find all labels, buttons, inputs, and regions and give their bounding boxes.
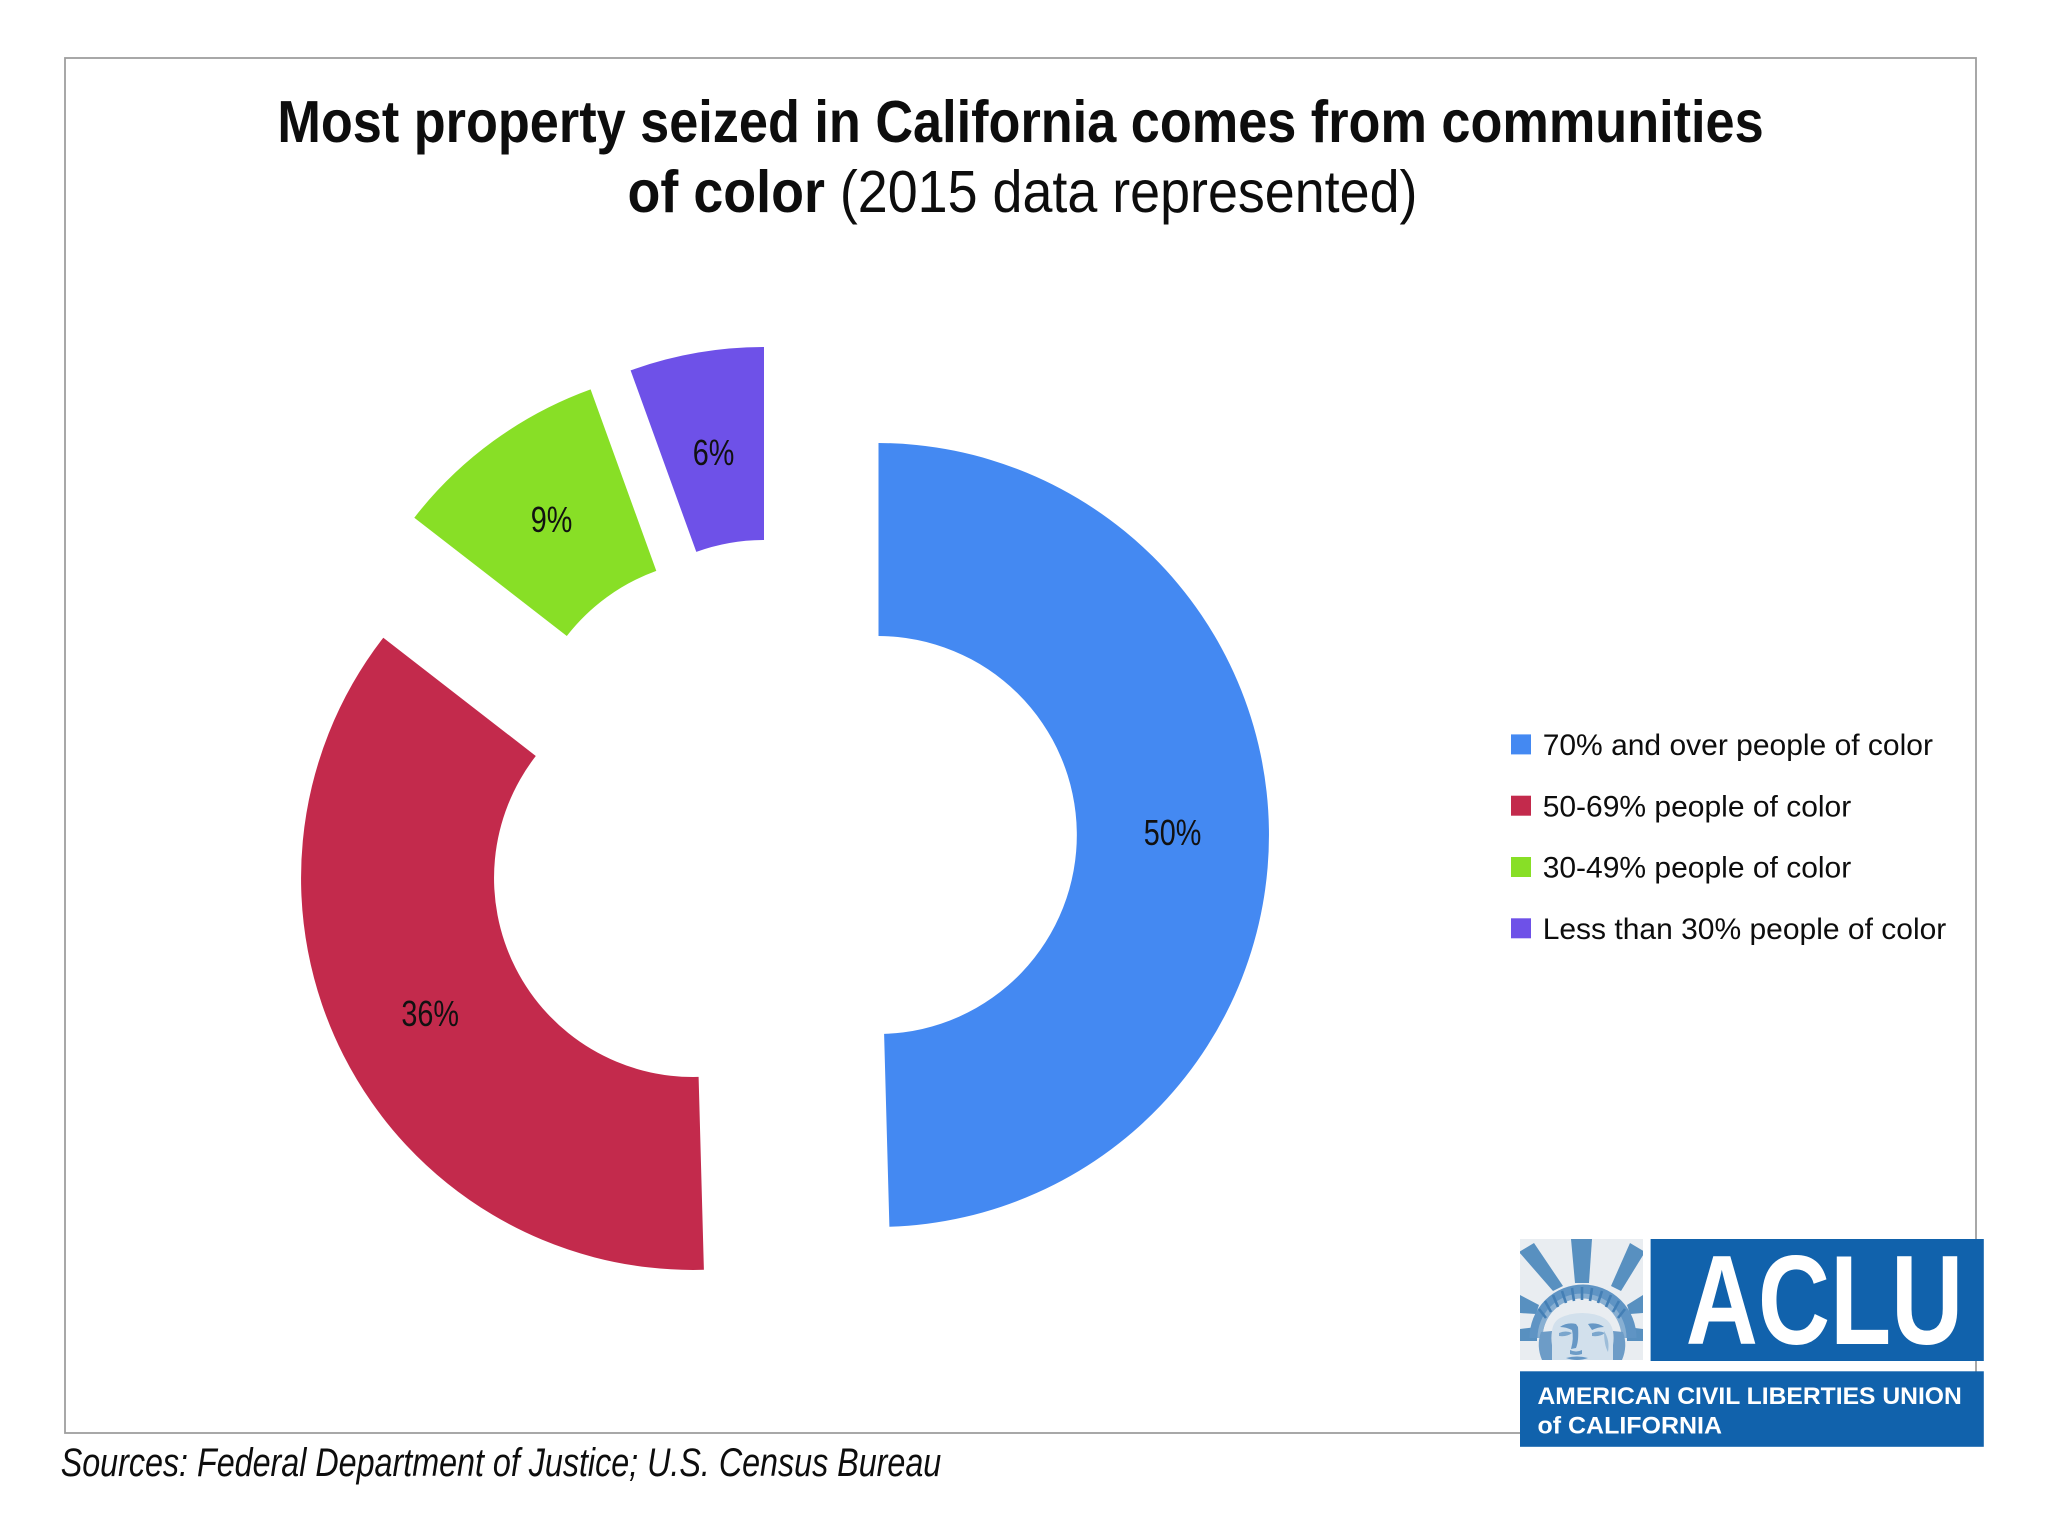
svg-text:of color (2015 data represente: of color (2015 data represented): [628, 159, 1418, 225]
svg-text:Most property seized in Califo: Most property seized in California comes…: [277, 89, 1763, 155]
svg-text:6%: 6%: [693, 432, 735, 473]
svg-text:70% and over people of color: 70% and over people of color: [1543, 729, 1933, 762]
svg-text:Sources: Federal Department of: Sources: Federal Department of Justice; …: [61, 1440, 942, 1485]
svg-text:36%: 36%: [401, 993, 459, 1034]
svg-text:30-49% people of color: 30-49% people of color: [1543, 852, 1852, 885]
svg-text:50%: 50%: [1144, 812, 1202, 853]
svg-text:of CALIFORNIA: of CALIFORNIA: [1538, 1413, 1723, 1439]
svg-text:ACLU: ACLU: [1686, 1231, 1964, 1372]
svg-text:50-69% people of color: 50-69% people of color: [1543, 790, 1852, 823]
svg-text:9%: 9%: [531, 499, 573, 540]
svg-text:Less than 30% people of color: Less than 30% people of color: [1543, 913, 1947, 946]
svg-text:AMERICAN CIVIL LIBERTIES UNION: AMERICAN CIVIL LIBERTIES UNION: [1538, 1383, 1962, 1410]
